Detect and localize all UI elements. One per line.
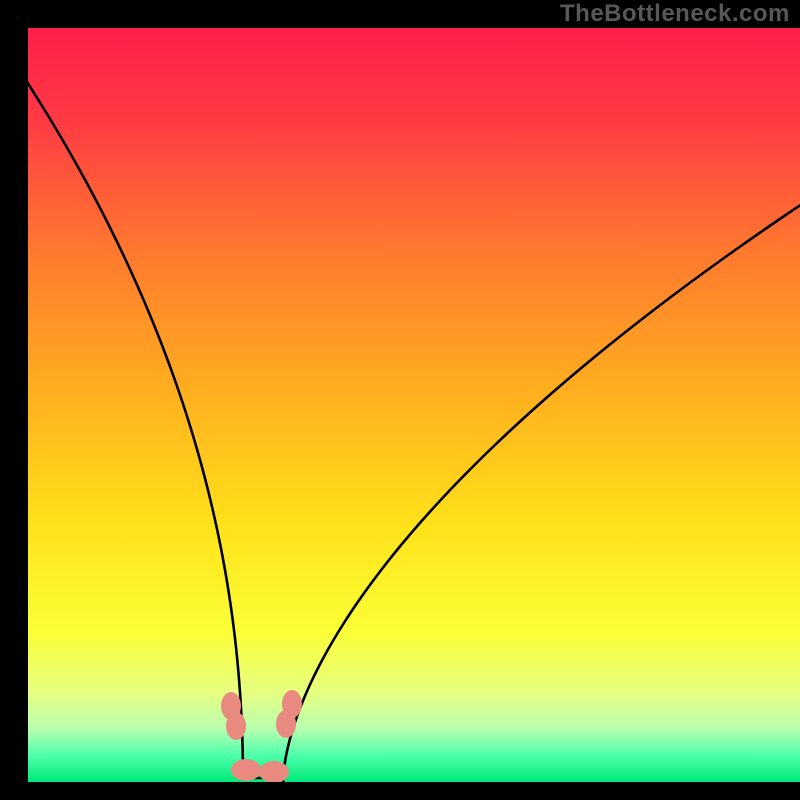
data-dot <box>231 759 261 781</box>
curve-path <box>28 28 800 782</box>
bottleneck-curve <box>28 28 800 782</box>
data-dot <box>226 712 246 740</box>
data-dot <box>276 710 296 738</box>
watermark-text: TheBottleneck.com <box>560 0 790 28</box>
plot-area <box>28 28 800 782</box>
data-dot <box>259 761 289 782</box>
